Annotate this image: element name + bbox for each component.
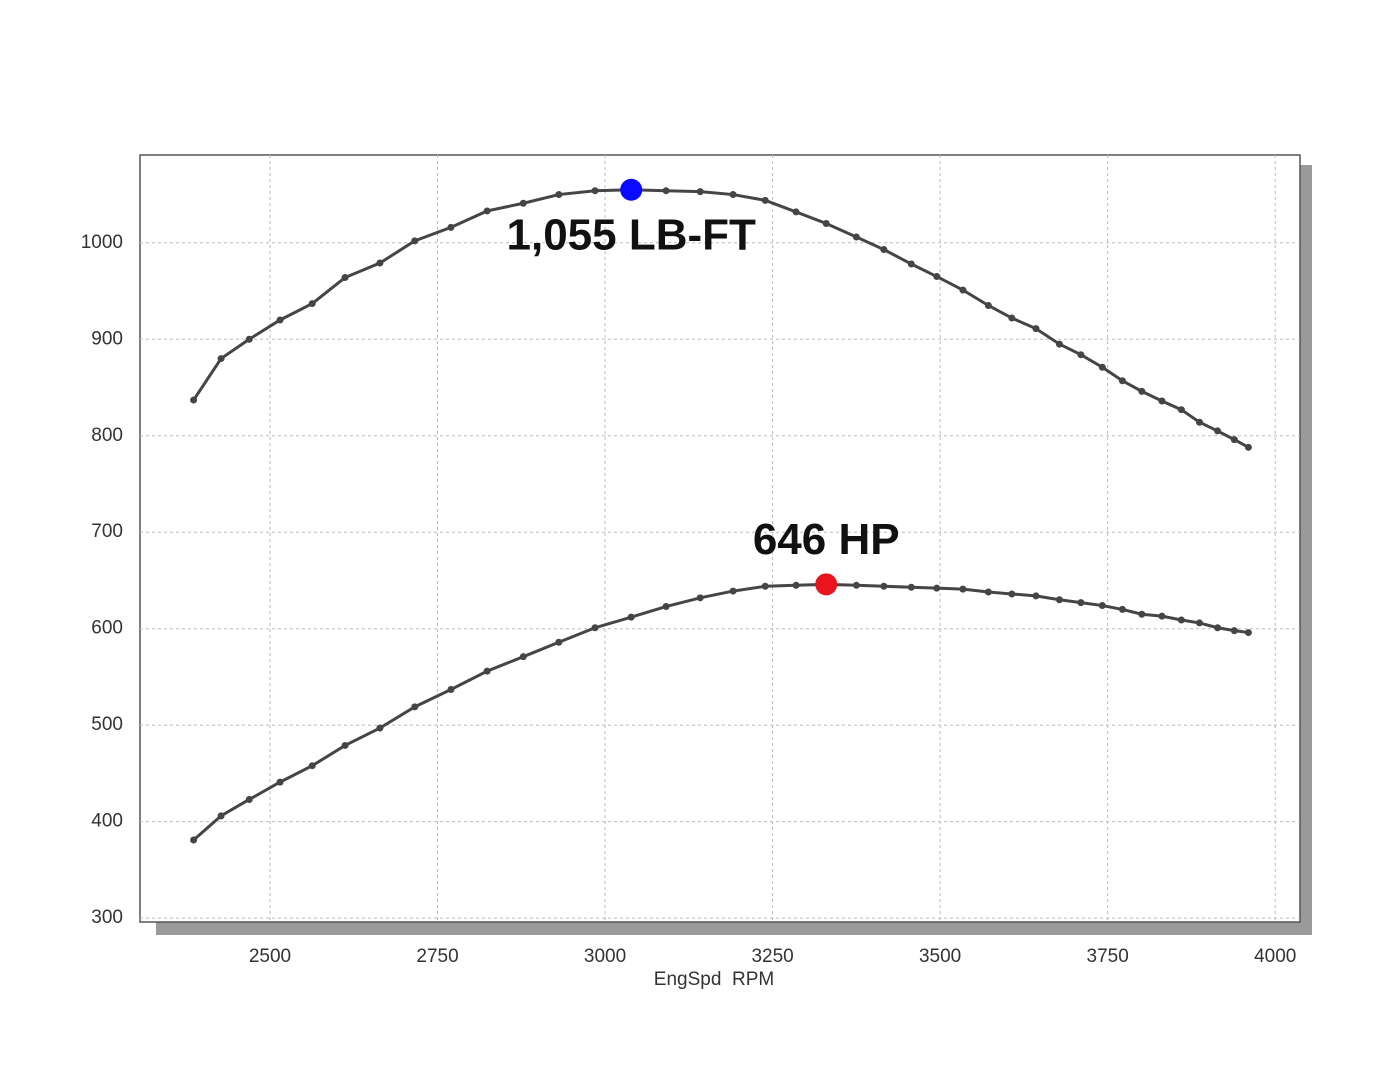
x-tick-label: 3000 (584, 946, 626, 967)
point (1055, 596, 1063, 604)
point (591, 187, 599, 195)
point (1214, 427, 1222, 435)
point (1098, 602, 1106, 610)
point (1055, 340, 1063, 348)
x-tick-label: 3250 (751, 946, 793, 967)
point (1195, 619, 1203, 627)
point (1214, 624, 1222, 632)
point (696, 188, 704, 196)
x-tick-label: 3500 (919, 946, 961, 967)
x-tick-label: 2500 (249, 946, 291, 967)
point (984, 302, 992, 310)
point (519, 653, 527, 661)
point (591, 624, 599, 632)
point (308, 300, 316, 308)
point (880, 246, 888, 254)
y-tick-label: 500 (91, 714, 123, 735)
point (959, 585, 967, 593)
point (1177, 616, 1185, 624)
point (907, 583, 915, 591)
point (1230, 627, 1238, 635)
point (662, 603, 670, 611)
point (792, 208, 800, 216)
point (984, 588, 992, 596)
point (822, 219, 830, 227)
point (190, 396, 198, 404)
point (696, 594, 704, 602)
point (933, 273, 941, 281)
point (729, 191, 737, 199)
x-axis-title: EngSpd RPM (654, 969, 774, 990)
x-tick-label: 2750 (416, 946, 458, 967)
point (729, 587, 737, 595)
point (217, 355, 225, 363)
y-tick-label: 400 (91, 811, 123, 832)
point (627, 613, 635, 621)
point (1008, 314, 1016, 322)
point (1008, 590, 1016, 598)
point (761, 196, 769, 204)
point (341, 274, 349, 282)
point (1177, 406, 1185, 414)
point (1032, 325, 1040, 333)
point (341, 741, 349, 749)
point (933, 584, 941, 592)
x-tick-label: 3750 (1087, 946, 1129, 967)
y-tick-label: 1000 (81, 232, 123, 253)
y-tick-label: 300 (91, 907, 123, 928)
point (1244, 443, 1252, 451)
point (276, 778, 284, 786)
peak-marker (815, 573, 838, 596)
point (245, 335, 253, 343)
point (1077, 351, 1085, 359)
point (959, 286, 967, 294)
point (447, 223, 455, 231)
point (792, 581, 800, 589)
y-tick-label: 600 (91, 618, 123, 639)
point (1158, 612, 1166, 620)
point (411, 703, 419, 711)
point (376, 724, 384, 732)
point (852, 233, 860, 241)
point (662, 187, 670, 195)
point (852, 581, 860, 589)
y-tick-label: 900 (91, 328, 123, 349)
annotation: 1,055 LB-FT (507, 210, 757, 259)
point (1138, 387, 1146, 395)
point (447, 685, 455, 693)
plot-area (139, 154, 1301, 923)
point (411, 237, 419, 245)
point (245, 795, 253, 803)
point (555, 191, 563, 199)
point (907, 260, 915, 268)
point (1118, 605, 1126, 613)
point (190, 836, 198, 844)
point (483, 667, 491, 675)
y-tick-label: 700 (91, 521, 123, 542)
point (276, 316, 284, 324)
point (880, 582, 888, 590)
point (519, 199, 527, 207)
point (1118, 377, 1126, 385)
x-tick-label: 4000 (1254, 946, 1296, 967)
point (1244, 629, 1252, 637)
point (1158, 397, 1166, 405)
peak-marker (620, 178, 643, 201)
point (555, 638, 563, 646)
point (1098, 363, 1106, 371)
point (308, 762, 316, 770)
point (1195, 418, 1203, 426)
annotation: 646 HP (753, 515, 900, 564)
point (1230, 436, 1238, 444)
point (1138, 610, 1146, 618)
point (1077, 599, 1085, 607)
point (217, 812, 225, 820)
point (1032, 592, 1040, 600)
point (761, 582, 769, 590)
point (483, 207, 491, 215)
point (376, 259, 384, 267)
y-tick-label: 800 (91, 425, 123, 446)
